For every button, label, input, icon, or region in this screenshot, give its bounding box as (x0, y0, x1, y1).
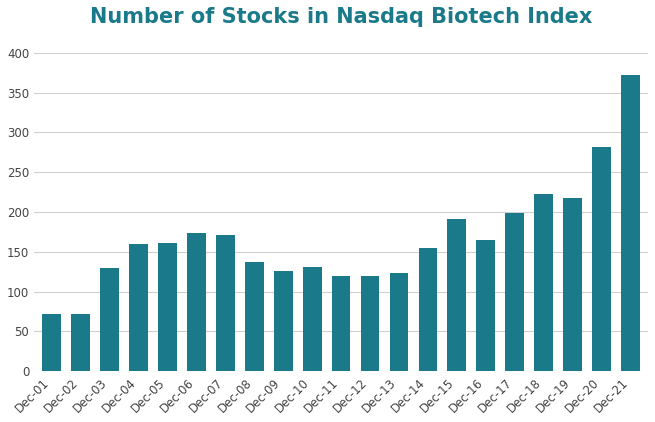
Bar (563, 198, 582, 371)
Bar (274, 271, 293, 371)
Bar (187, 233, 206, 371)
Bar (303, 267, 322, 371)
Bar (361, 276, 379, 371)
Bar (100, 268, 119, 371)
Bar (621, 75, 640, 371)
Bar (331, 276, 350, 371)
Bar (506, 213, 524, 371)
Bar (592, 148, 611, 371)
Bar (447, 219, 466, 371)
Bar (158, 243, 177, 371)
Bar (215, 235, 234, 371)
Bar (42, 314, 61, 371)
Bar (419, 248, 438, 371)
Bar (129, 244, 148, 371)
Bar (245, 262, 263, 371)
Bar (476, 240, 495, 371)
Bar (534, 194, 553, 371)
Title: Number of Stocks in Nasdaq Biotech Index: Number of Stocks in Nasdaq Biotech Index (90, 7, 592, 27)
Bar (71, 314, 90, 371)
Bar (390, 273, 409, 371)
